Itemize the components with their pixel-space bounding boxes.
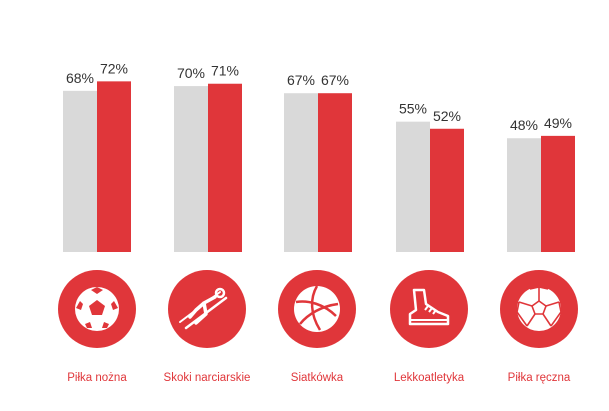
running-shoe-icon [390,270,468,348]
soccer-ball-icon [58,270,136,348]
bar-gray-4 [507,138,541,252]
handball-icon [500,270,578,348]
category-label-2: Siatkówka [290,372,344,384]
bar-red-1 [208,83,242,252]
data-label-gray-0: 68% [66,70,94,86]
data-label-gray-4: 48% [510,117,538,133]
category-label-3: Lekkoatletyka [393,372,465,384]
data-label-red-1: 71% [211,63,239,79]
bar-chart: 68% 72% 70% 71% 67% 67% 55% 52% 48% 49% [63,60,575,253]
data-label-red-2: 67% [321,72,349,88]
bar-red-0 [97,81,131,252]
data-label-red-0: 72% [100,60,128,76]
category-label-1: Skoki narciarskie [163,372,251,384]
bar-red-2 [318,93,352,253]
bar-gray-0 [63,90,97,252]
data-label-gray-2: 67% [287,72,315,88]
data-label-gray-3: 55% [399,101,427,117]
data-label-red-3: 52% [433,108,461,124]
bar-red-4 [541,135,575,252]
bar-gray-3 [396,121,430,253]
data-label-gray-1: 70% [177,65,205,81]
volleyball-icon [278,270,356,348]
ski-jumper-icon [168,270,246,348]
category-label-4: Piłka ręczna [507,372,571,384]
bar-gray-1 [174,86,208,252]
data-label-red-4: 49% [544,115,572,131]
bar-red-3 [430,128,464,252]
bar-gray-2 [284,93,318,253]
category-label-0: Piłka nożna [67,372,127,384]
